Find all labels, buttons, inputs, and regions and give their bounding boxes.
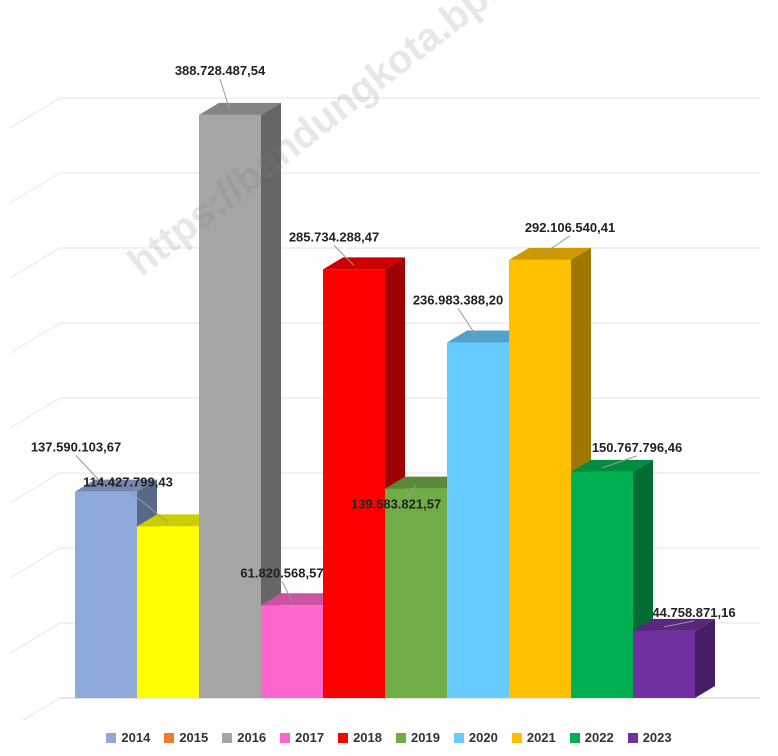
- gridline-perspective: [9, 622, 61, 654]
- label-leader: [395, 484, 417, 513]
- bar-top: [447, 330, 529, 343]
- label-leader: [281, 581, 293, 602]
- legend-label: 2022: [584, 730, 614, 745]
- legend-label: 2015: [179, 730, 209, 745]
- gridline-perspective: [9, 247, 61, 279]
- bar-top: [75, 479, 157, 492]
- data-label: 292.106.540,41: [525, 220, 615, 235]
- bar-top: [571, 459, 653, 472]
- legend-swatch: [569, 732, 580, 743]
- legend-item: 2015: [164, 730, 208, 745]
- label-leader: [457, 308, 479, 339]
- bar: [323, 269, 385, 698]
- legend-label: 2017: [295, 730, 325, 745]
- bar-top: [261, 593, 343, 606]
- data-label: 285.734.288,47: [289, 229, 379, 244]
- legend-swatch: [222, 732, 233, 743]
- legend-item: 2020: [453, 730, 498, 745]
- legend-label: 2019: [411, 730, 440, 745]
- bar: [75, 491, 137, 698]
- bar: [137, 526, 199, 698]
- legend-item: 2014: [106, 730, 150, 745]
- data-label: 137.590.103,67: [31, 440, 121, 455]
- legend-item: 2018: [338, 730, 382, 745]
- legend-item: 2021: [511, 730, 556, 745]
- label-leader: [75, 455, 107, 488]
- label-leader: [663, 620, 695, 628]
- legend-swatch: [396, 732, 406, 743]
- gridline-perspective: [9, 472, 61, 504]
- data-label: 44.758.871,16: [652, 605, 735, 620]
- data-label: 61.820.568,57: [240, 565, 323, 580]
- legend-item: 2016: [222, 730, 266, 745]
- gridline-perspective: [22, 697, 61, 720]
- bar-top: [199, 102, 281, 115]
- legend-label: 2018: [353, 730, 382, 745]
- bar-side: [695, 618, 715, 698]
- label-leader: [601, 455, 638, 469]
- legend-label: 2016: [237, 730, 267, 745]
- bar-chart: 137.590.103,67 114.427.799,43 388.728.487,…: [9, 63, 760, 720]
- bar: [447, 342, 509, 698]
- label-leader: [539, 235, 571, 257]
- gridline-perspective: [9, 97, 61, 129]
- legend-swatch: [280, 732, 291, 743]
- legend-label: 2021: [526, 730, 556, 745]
- bar: [633, 630, 695, 698]
- gridline-perspective: [9, 547, 61, 579]
- data-label: 114.427.799,43: [83, 474, 173, 489]
- data-label: 236.983.388,20: [413, 293, 503, 308]
- data-label: 388.728.487,54: [175, 63, 266, 78]
- bar-top: [137, 514, 219, 527]
- bar: [385, 488, 447, 698]
- bar-top: [323, 257, 405, 270]
- label-leader: [333, 245, 355, 266]
- legend-swatch: [106, 732, 117, 743]
- gridline-perspective: [9, 172, 61, 204]
- label-leader: [127, 489, 169, 523]
- bar: [509, 259, 571, 698]
- data-label: 139.583.821,57: [351, 497, 441, 512]
- bar-side: [261, 102, 281, 698]
- legend-item: 2023: [627, 730, 672, 745]
- gridline-perspective: [9, 322, 61, 354]
- bar-top: [385, 476, 467, 489]
- gridline-perspective: [9, 397, 61, 429]
- bar-top: [509, 247, 591, 260]
- legend-label: 2014: [121, 730, 151, 745]
- bar: [261, 605, 323, 698]
- bar: [571, 471, 633, 698]
- legend-label: 2020: [468, 730, 498, 745]
- legend-swatch: [453, 732, 464, 743]
- legend-label: 2023: [642, 730, 672, 745]
- legend-swatch: [627, 732, 638, 743]
- bar: [199, 114, 261, 698]
- data-label: 150.767.796,46: [592, 440, 682, 455]
- legend-swatch: [338, 732, 349, 743]
- chart-legend: 2014 2015 2016 2017 2018 2019 2020 2021 2022 2023: [0, 730, 778, 745]
- legend-item: 2019: [396, 730, 440, 745]
- legend-item: 2022: [569, 730, 614, 745]
- legend-swatch: [164, 732, 175, 743]
- label-leader: [219, 78, 231, 112]
- legend-swatch: [511, 732, 522, 743]
- legend-item: 2017: [280, 730, 324, 745]
